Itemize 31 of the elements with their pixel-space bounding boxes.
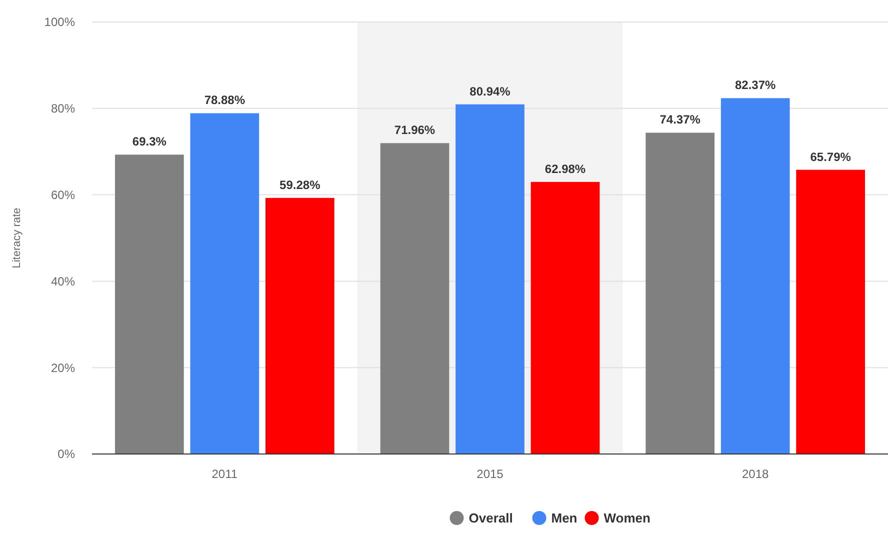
bar: [190, 113, 260, 454]
y-tick-label: 100%: [44, 15, 76, 30]
bar: [720, 98, 790, 454]
y-tick-label: 0%: [58, 447, 76, 462]
text: 80.94%: [470, 84, 510, 98]
y-axis-title: Literacy rate: [11, 208, 23, 268]
text: 78.88%: [204, 93, 246, 108]
legend-label: Overall: [468, 510, 513, 526]
y-tick-label: 80%: [50, 102, 76, 116]
x-tick-label: 2011: [212, 467, 238, 481]
text: 82.37%: [734, 78, 776, 92]
bar: [646, 132, 715, 454]
text: 74.37%: [660, 112, 700, 127]
y-tick-label: 60%: [50, 188, 76, 202]
legend-label: Women: [604, 510, 651, 526]
x-tick-label: 2015: [476, 467, 504, 481]
x-tick-label: 2018: [742, 467, 770, 481]
text: 62.98%: [544, 162, 586, 176]
text: 59.28%: [280, 178, 320, 192]
legend-label: Men: [551, 510, 578, 526]
bar: [265, 198, 334, 454]
bar: [796, 170, 865, 454]
bar: [115, 154, 184, 454]
bar: [380, 143, 450, 454]
bar: [530, 182, 600, 454]
y-tick-label: 20%: [50, 360, 76, 375]
y-tick-label: 40%: [50, 274, 76, 288]
text: 71.96%: [394, 123, 436, 138]
text: 65.79%: [810, 150, 851, 164]
text: 69.3%: [132, 134, 166, 149]
bar: [456, 104, 524, 454]
